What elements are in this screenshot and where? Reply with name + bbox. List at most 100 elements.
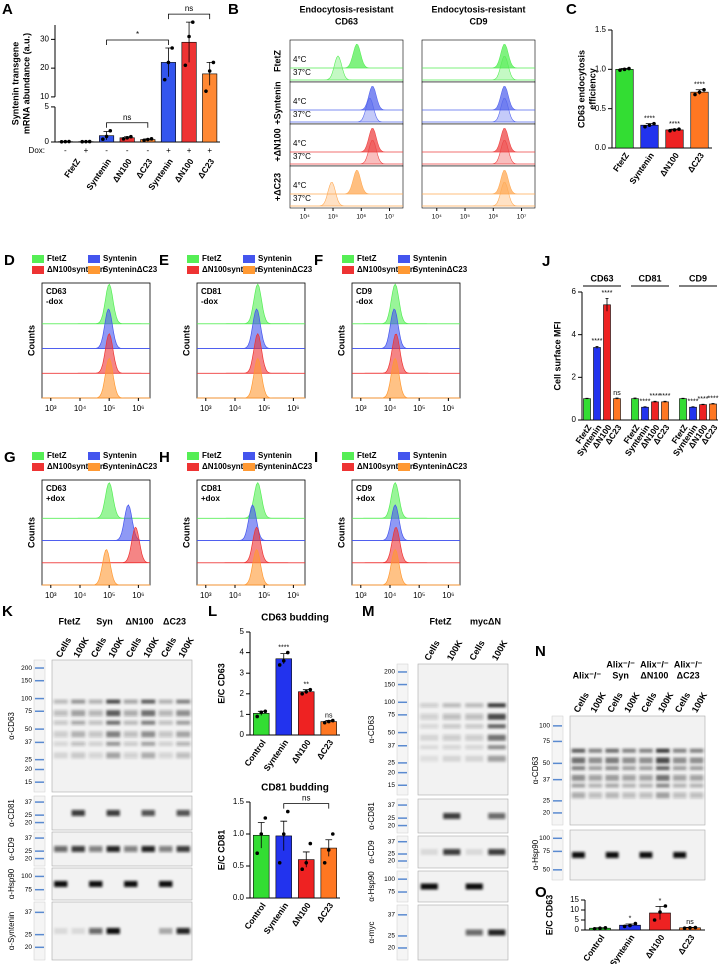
blot-band (672, 792, 687, 799)
legend-label: FtetZ (357, 451, 377, 460)
row-label: FtetZ (272, 50, 282, 72)
blot-band (689, 748, 704, 753)
blot-band (588, 748, 603, 753)
y-tick-label: 0 (45, 137, 50, 146)
chart-title: CD63 budding (261, 613, 329, 624)
blot-band (71, 731, 86, 738)
blot-band (53, 741, 68, 746)
legend-swatch (88, 266, 100, 274)
lane-group-label: FtetZ (59, 616, 81, 626)
x-tick-label: ΔN100 (110, 156, 134, 184)
blot-band (487, 703, 506, 708)
data-point (618, 68, 622, 72)
y-axis-label: Counts (336, 517, 346, 548)
lane-label: 100K (71, 635, 91, 659)
y-tick-label: 0 (575, 925, 580, 934)
data-point (304, 861, 309, 865)
significance-label: * (629, 915, 632, 922)
panel-letter: L (208, 603, 217, 620)
bar (699, 404, 707, 421)
blot-band (158, 720, 173, 725)
temperature-label: 37°C (293, 110, 311, 119)
column-title: CD9 (469, 16, 487, 26)
data-point (663, 904, 668, 908)
x-tick-label: 10⁶ (442, 404, 454, 413)
error-bar (643, 406, 647, 408)
significance-label: ns (123, 113, 131, 122)
group-label: CD63 (590, 273, 613, 283)
data-point (277, 861, 282, 865)
blot-band (622, 757, 636, 764)
y-axis-label: Syntenin transgene (10, 42, 20, 126)
blot-band (487, 713, 506, 720)
lane-group-label: FtetZ (430, 616, 452, 626)
blot-band (465, 734, 484, 741)
legend-label: SynteninΔC23 (413, 265, 468, 274)
blot-band (176, 928, 190, 934)
error-bar (711, 403, 715, 405)
data-point (598, 926, 602, 930)
error-bar (302, 851, 310, 868)
y-tick-label: 20 (40, 63, 49, 72)
blot-band (53, 699, 68, 704)
plot-frame (421, 165, 536, 209)
plot-frame (289, 165, 404, 209)
blot-band (656, 748, 670, 753)
x-tick-label: 10⁴ (74, 591, 87, 600)
y-tick-label: 0.5 (233, 861, 245, 870)
blot-band (124, 881, 138, 887)
x-tick-label: Control (581, 933, 607, 963)
blot-band (465, 929, 483, 936)
blot-band (656, 774, 670, 781)
blot-band (106, 741, 121, 746)
blot-band (487, 745, 506, 750)
panel-label: CD9 (356, 287, 373, 296)
data-point (101, 137, 105, 141)
panel-label: -dox (46, 297, 63, 306)
blot-band (465, 713, 484, 720)
marker-lane (396, 870, 409, 903)
data-point (693, 925, 698, 930)
x-tick-label: ΔN100 (643, 932, 667, 960)
legend-label: FtetZ (202, 254, 222, 263)
x-tick-label: 10⁵ (413, 591, 425, 600)
data-point (255, 851, 259, 855)
blot-band (71, 752, 86, 759)
bar (615, 69, 634, 149)
marker-lane (396, 663, 409, 796)
error-bar (280, 820, 288, 851)
lane-group-label: mycΔN (470, 616, 501, 626)
lane-label: 100K (445, 638, 465, 662)
significance-label: **** (644, 115, 655, 122)
x-tick-label: 10⁶ (132, 591, 144, 600)
marker-label: 25 (388, 760, 396, 767)
marker-label: 100 (539, 835, 550, 842)
x-tick-label: 10⁴ (229, 404, 242, 413)
dox-label: + (84, 146, 89, 155)
x-tick-label: 10³ (355, 404, 367, 413)
data-point (121, 137, 126, 141)
data-point (326, 848, 331, 852)
blot-band (605, 792, 619, 799)
x-tick-label: ΔC23 (685, 150, 706, 174)
panel-letter: F (314, 252, 323, 269)
lane-group-label: Syn (96, 616, 113, 626)
dox-label: + (187, 146, 192, 155)
blot-band (420, 849, 438, 855)
marker-lane (33, 795, 46, 831)
marker-lane (33, 831, 46, 867)
blot-band (488, 929, 506, 936)
blot-band (672, 766, 687, 771)
y-tick-label: 1.0 (595, 64, 607, 73)
marker-lane (396, 904, 409, 961)
bar (631, 398, 639, 421)
legend-swatch (243, 255, 255, 263)
marker-label: 100 (539, 723, 550, 730)
x-tick-label: 10⁶ (488, 214, 498, 221)
legend-swatch (32, 255, 44, 263)
blot-band (123, 752, 138, 759)
dox-label: - (105, 146, 108, 155)
blot-band (106, 928, 120, 934)
antibody-label: α-Syntenin (7, 912, 16, 950)
